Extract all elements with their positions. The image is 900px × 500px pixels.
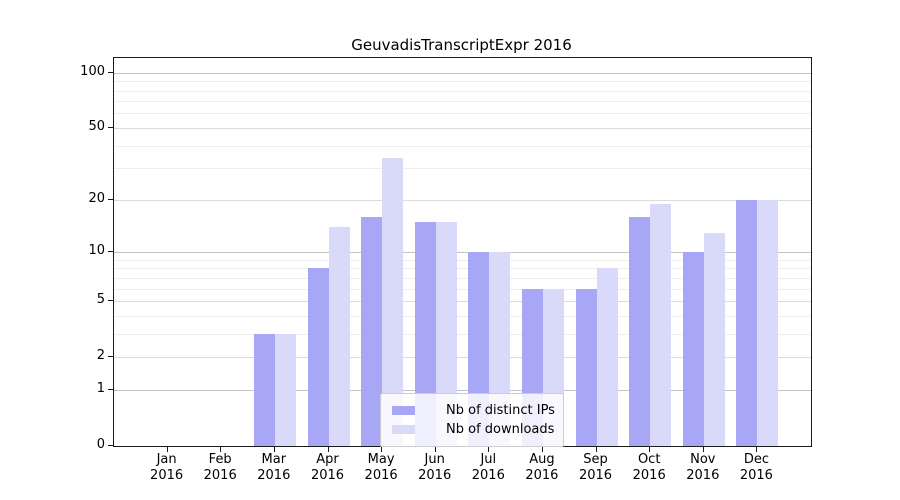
y-tick-mark-0 — [108, 445, 113, 446]
bar-distinct-ips-nov — [682, 252, 704, 446]
y-tick-label-0: 0 — [96, 437, 105, 452]
y-tick-label-2: 2 — [96, 348, 105, 364]
bar-downloads-dec — [757, 199, 779, 446]
gridline-9 — [114, 259, 811, 261]
gridline-50 — [114, 127, 811, 129]
x-tick-label-feb: Feb 2016 — [203, 452, 237, 483]
bar-downloads-mar — [274, 333, 296, 446]
y-tick-label-5: 5 — [96, 292, 105, 307]
bar-downloads-may — [382, 158, 404, 446]
gridline-70 — [114, 101, 811, 103]
bar-downloads-jun — [435, 221, 457, 446]
x-tick-label-mar: Mar 2016 — [257, 452, 291, 483]
gridline-6 — [114, 288, 811, 290]
bar-distinct-ips-dec — [736, 199, 758, 446]
x-tick-label-aug: Aug 2016 — [525, 452, 559, 483]
x-tick-mark-jan — [166, 447, 168, 452]
x-tick-label-may: May 2016 — [364, 452, 398, 483]
legend: Nb of distinct IPs Nb of downloads — [380, 393, 564, 447]
gridline-30 — [114, 168, 811, 170]
gridline-4 — [114, 315, 811, 317]
bar-distinct-ips-may — [361, 216, 383, 446]
gridline-5 — [114, 301, 811, 302]
gridline-1 — [114, 389, 811, 391]
x-tick-mark-aug — [541, 447, 543, 452]
x-tick-mark-feb — [220, 447, 222, 452]
gridline-7 — [114, 277, 811, 279]
legend-swatch-distinct-ips — [392, 406, 415, 415]
x-tick-mark-may — [381, 447, 383, 452]
x-tick-label-sep: Sep 2016 — [578, 452, 613, 483]
x-tick-label-jun: Jun 2016 — [418, 452, 452, 483]
y-tick-mark-1 — [108, 388, 113, 390]
x-tick-mark-oct — [649, 447, 651, 452]
gridline-100 — [114, 72, 811, 74]
bar-distinct-ips-oct — [629, 216, 651, 446]
y-tick-mark-2 — [108, 356, 113, 358]
gridline-2 — [114, 357, 811, 359]
gridline-90 — [114, 81, 811, 83]
bar-downloads-oct — [650, 203, 672, 446]
bar-distinct-ips-sep — [575, 288, 597, 446]
legend-item-downloads: Nb of downloads — [392, 420, 555, 439]
x-tick-label-apr: Apr 2016 — [310, 452, 345, 483]
y-tick-mark-50 — [108, 126, 113, 128]
x-tick-mark-mar — [273, 447, 275, 452]
gridline-10 — [114, 252, 811, 253]
bar-distinct-ips-jun — [414, 221, 436, 446]
bar-downloads-apr — [328, 226, 350, 446]
gridline-60 — [114, 113, 811, 115]
x-tick-mark-nov — [702, 447, 704, 452]
y-tick-mark-5 — [108, 300, 113, 301]
gridline-80 — [114, 90, 811, 92]
x-tick-label-dec: Dec 2016 — [739, 452, 773, 483]
y-tick-mark-100 — [108, 71, 113, 73]
legend-label-downloads: Nb of downloads — [446, 422, 555, 437]
x-tick-mark-apr — [327, 447, 329, 452]
y-tick-label-20: 20 — [88, 190, 105, 206]
bar-downloads-sep — [596, 268, 618, 446]
y-tick-label-50: 50 — [88, 118, 105, 134]
legend-swatch-downloads — [392, 425, 415, 434]
legend-label-distinct-ips: Nb of distinct IPs — [446, 403, 555, 418]
y-tick-mark-20 — [108, 198, 113, 200]
x-tick-mark-sep — [595, 447, 597, 452]
x-tick-mark-dec — [756, 447, 758, 452]
plot-area: Nb of distinct IPs Nb of downloads — [113, 57, 812, 447]
gridline-3 — [114, 333, 811, 335]
gridline-40 — [114, 145, 811, 147]
bar-downloads-nov — [703, 232, 725, 446]
y-tick-label-10: 10 — [88, 243, 105, 258]
x-tick-label-jul: Jul 2016 — [471, 452, 505, 483]
y-tick-mark-10 — [108, 251, 113, 252]
x-tick-label-oct: Oct 2016 — [632, 452, 666, 483]
y-tick-label-1: 1 — [96, 380, 105, 396]
x-tick-mark-jun — [434, 447, 436, 452]
bar-distinct-ips-mar — [253, 333, 275, 446]
gridline-8 — [114, 268, 811, 270]
gridline-20 — [114, 199, 811, 201]
chart-title: GeuvadisTranscriptExpr 2016 — [351, 36, 572, 54]
legend-item-distinct-ips: Nb of distinct IPs — [392, 401, 555, 420]
x-tick-mark-jul — [488, 447, 490, 452]
x-tick-label-nov: Nov 2016 — [686, 452, 720, 483]
y-tick-label-100: 100 — [80, 63, 105, 79]
x-tick-label-jan: Jan 2016 — [150, 452, 184, 483]
bar-distinct-ips-apr — [307, 268, 329, 446]
